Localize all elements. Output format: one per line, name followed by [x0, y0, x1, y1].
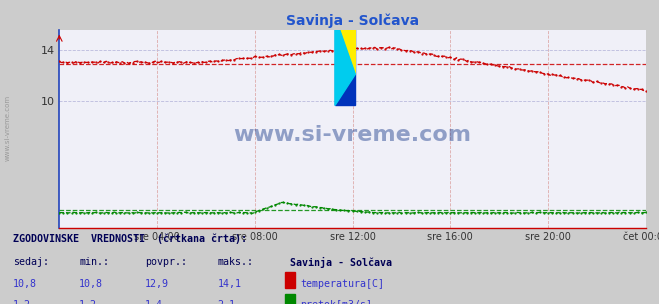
Text: 1,2: 1,2	[79, 300, 97, 304]
Text: 10,8: 10,8	[13, 279, 37, 289]
Text: pretok[m3/s]: pretok[m3/s]	[300, 300, 372, 304]
Text: 12,9: 12,9	[145, 279, 169, 289]
Text: 10,8: 10,8	[79, 279, 103, 289]
Text: sedaj:: sedaj:	[13, 257, 49, 267]
Bar	[335, 16, 355, 105]
Text: ZGODOVINSKE  VREDNOSTI  (črtkana črta):: ZGODOVINSKE VREDNOSTI (črtkana črta):	[13, 233, 247, 244]
Text: temperatura[C]: temperatura[C]	[300, 279, 384, 289]
Text: maks.:: maks.:	[217, 257, 254, 267]
Bar	[285, 294, 295, 304]
Text: povpr.:: povpr.:	[145, 257, 187, 267]
Text: 14,1: 14,1	[217, 279, 241, 289]
Text: 1,2: 1,2	[13, 300, 31, 304]
Polygon shape	[335, 16, 355, 105]
Polygon shape	[335, 16, 355, 74]
Text: www.si-vreme.com: www.si-vreme.com	[5, 95, 11, 161]
Title: Savinja - Solčava: Savinja - Solčava	[286, 13, 419, 28]
Text: www.si-vreme.com: www.si-vreme.com	[233, 125, 472, 145]
Text: Savinja - Solčava: Savinja - Solčava	[290, 257, 392, 268]
Text: 2,1: 2,1	[217, 300, 235, 304]
Text: min.:: min.:	[79, 257, 109, 267]
Bar	[285, 272, 295, 288]
Text: 1,4: 1,4	[145, 300, 163, 304]
